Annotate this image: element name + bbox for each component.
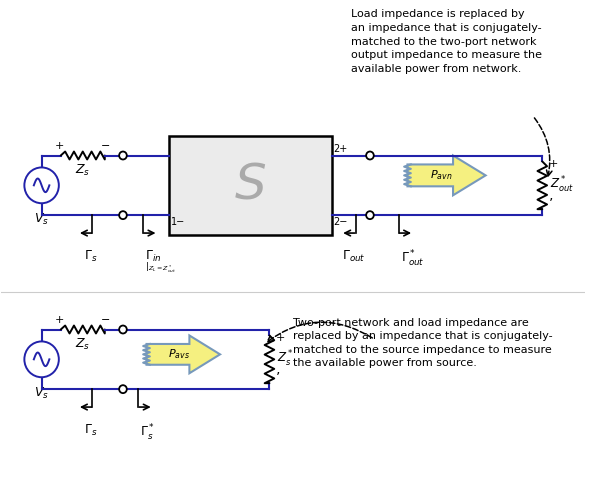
Text: $P_{avn}$: $P_{avn}$ — [431, 169, 453, 182]
Text: $Z_s$: $Z_s$ — [75, 336, 90, 351]
Circle shape — [119, 385, 127, 393]
Circle shape — [119, 152, 127, 159]
Text: $P_{avs}$: $P_{avs}$ — [168, 347, 190, 361]
Text: $|_{Z_L=Z^*_{out}}$: $|_{Z_L=Z^*_{out}}$ — [145, 261, 176, 275]
Text: $V_s$: $V_s$ — [34, 386, 49, 401]
Text: −: − — [101, 140, 110, 151]
Text: $\Gamma_s$: $\Gamma_s$ — [84, 423, 97, 438]
Text: +: + — [276, 333, 285, 344]
Text: 1+: 1+ — [171, 143, 185, 154]
Text: 1−: 1− — [171, 217, 185, 227]
Circle shape — [24, 342, 59, 377]
Text: +: + — [55, 140, 65, 151]
Text: +: + — [55, 314, 65, 325]
Text: +: + — [549, 159, 558, 170]
Circle shape — [119, 326, 127, 333]
Circle shape — [24, 168, 59, 203]
Text: $Z_s$: $Z_s$ — [75, 162, 90, 177]
Circle shape — [366, 211, 374, 219]
Text: $\Gamma_{out}$: $\Gamma_{out}$ — [342, 249, 365, 264]
Text: $V_s$: $V_s$ — [34, 212, 49, 227]
Text: ’: ’ — [276, 371, 281, 385]
Circle shape — [366, 152, 374, 159]
Text: Two-port network and load impedance are
replaced by an impedance that is conjuga: Two-port network and load impedance are … — [293, 317, 553, 368]
Text: −: − — [101, 314, 110, 325]
Polygon shape — [146, 335, 220, 373]
Text: $Z^*_s$: $Z^*_s$ — [277, 349, 294, 369]
Polygon shape — [407, 156, 486, 195]
Bar — [169, 136, 332, 235]
Text: S: S — [234, 161, 266, 209]
Text: $\Gamma_s$: $\Gamma_s$ — [84, 249, 97, 264]
Circle shape — [119, 211, 127, 219]
Text: 2−: 2− — [334, 217, 348, 227]
Text: Load impedance is replaced by
an impedance that is conjugately-
matched to the t: Load impedance is replaced by an impedan… — [351, 9, 542, 74]
Text: $Z^*_{out}$: $Z^*_{out}$ — [550, 175, 574, 195]
Text: $\Gamma_{in}$: $\Gamma_{in}$ — [145, 249, 162, 264]
Text: $\Gamma^*_{out}$: $\Gamma^*_{out}$ — [401, 249, 425, 269]
Text: $\Gamma^*_s$: $\Gamma^*_s$ — [140, 423, 155, 443]
Text: ’: ’ — [549, 197, 553, 211]
Text: 2+: 2+ — [334, 143, 348, 154]
